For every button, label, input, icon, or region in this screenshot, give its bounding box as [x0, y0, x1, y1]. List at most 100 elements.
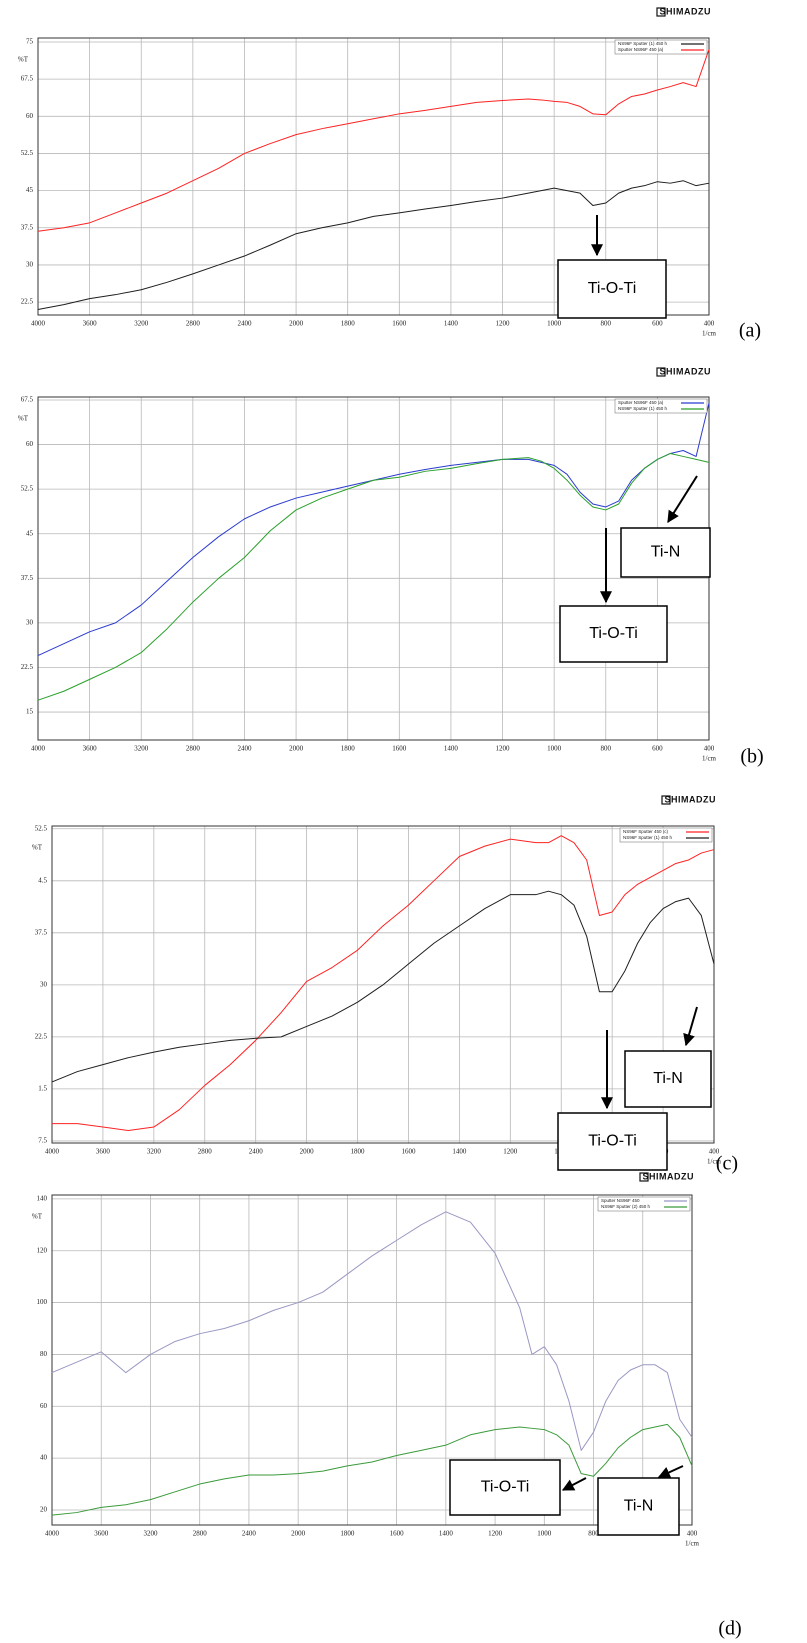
annotation-arrow [668, 476, 697, 522]
x-tick-label: 1800 [341, 320, 356, 328]
y-tick-label: 60 [26, 112, 34, 120]
legend-label: NS96F Sputter (1) 450 h [618, 406, 668, 411]
x-tick-label: 2400 [249, 1148, 264, 1156]
y-tick-label: 40 [40, 1454, 48, 1462]
x-tick-label: 400 [704, 745, 715, 753]
x-tick-label: 2000 [300, 1148, 315, 1156]
y-tick-label: 45 [26, 186, 34, 194]
x-tick-label: 3200 [134, 745, 149, 753]
x-axis-label: 1/cm [702, 330, 717, 338]
annotation-text: Ti-O-Ti [481, 1479, 530, 1496]
x-tick-label: 800 [601, 320, 612, 328]
spectrum-line [38, 453, 709, 700]
annotation-text: Ti-O-Ti [588, 1133, 637, 1150]
y-tick-label: 22.5 [35, 1032, 48, 1040]
legend-label: Sputter NS96F 450 [601, 1198, 640, 1203]
x-tick-label: 1000 [537, 1530, 552, 1538]
x-tick-label: 1200 [503, 1148, 518, 1156]
x-tick-label: 1400 [452, 1148, 467, 1156]
x-tick-label: 1400 [444, 320, 459, 328]
y-tick-label: 30 [26, 261, 34, 269]
x-tick-label: 3600 [94, 1530, 109, 1538]
figure: SHIMADZU 22.5 30 37.5 45 52.5 60 67.5 75 4000 3600… [0, 0, 807, 1643]
panel-label: (a) [739, 320, 761, 342]
x-tick-label: 1800 [341, 745, 356, 753]
x-tick-label: 3200 [143, 1530, 158, 1538]
annotation-text: Ti-N [624, 1498, 654, 1515]
x-tick-label: 1800 [340, 1530, 355, 1538]
x-tick-label: 3200 [147, 1148, 162, 1156]
brand: SHIMADZU [665, 794, 717, 804]
y-tick-label: 20 [40, 1506, 48, 1514]
legend-label: NS96F Sputter (2) 450 h [601, 1204, 651, 1209]
annotation-arrow [563, 1478, 586, 1490]
y-tick-label: 67.5 [21, 396, 34, 404]
x-tick-label: 3200 [134, 320, 149, 328]
legend-label: Sputter NS96F 450 (a) [618, 47, 664, 52]
annotation-text: Ti-O-Ti [589, 625, 638, 642]
x-tick-label: 2400 [237, 745, 252, 753]
y-tick-label: 1.5 [38, 1085, 47, 1093]
x-axis-label: 1/cm [685, 1540, 700, 1548]
x-tick-label: 3600 [96, 1148, 111, 1156]
y-tick-label: 30 [40, 980, 48, 988]
x-tick-label: 4000 [31, 320, 46, 328]
x-tick-label: 1400 [444, 745, 459, 753]
brand: SHIMADZU [643, 1171, 695, 1181]
x-tick-label: 1000 [547, 745, 562, 753]
legend-label: NS96F Sputter 450 (c) [623, 829, 669, 834]
y-tick-label: 60 [26, 440, 34, 448]
x-tick-label: 2800 [198, 1148, 213, 1156]
x-tick-label: 400 [687, 1530, 698, 1538]
x-tick-label: 400 [704, 320, 715, 328]
y-tick-label: 140 [37, 1194, 48, 1202]
y-axis-label: %T [32, 844, 43, 852]
spectrum-line [52, 836, 714, 1131]
x-tick-label: 1200 [488, 1530, 503, 1538]
x-tick-label: 2800 [193, 1530, 208, 1538]
y-tick-label: 67.5 [21, 75, 34, 83]
spectrum-line [38, 49, 709, 231]
x-tick-label: 1600 [392, 320, 407, 328]
y-tick-label: 52.5 [21, 485, 34, 493]
spectrum-line [52, 891, 714, 1082]
annotation-text: Ti-N [653, 1070, 683, 1087]
x-tick-label: 1400 [439, 1530, 454, 1538]
brand: SHIMADZU [660, 366, 712, 376]
x-tick-label: 2000 [291, 1530, 306, 1538]
x-tick-label: 3600 [83, 320, 98, 328]
x-tick-label: 1800 [351, 1148, 366, 1156]
plot-frame [38, 397, 709, 740]
x-tick-label: 2800 [186, 745, 201, 753]
y-tick-label: 37.5 [35, 928, 48, 936]
x-tick-label: 2000 [289, 745, 304, 753]
x-tick-label: 4000 [31, 745, 46, 753]
x-tick-label: 3600 [83, 745, 98, 753]
x-tick-label: 1600 [392, 745, 407, 753]
y-tick-label: 80 [40, 1350, 48, 1358]
x-tick-label: 1200 [496, 320, 511, 328]
y-tick-label: 22.5 [21, 298, 34, 306]
x-tick-label: 2000 [289, 320, 304, 328]
panel-label: (d) [718, 1618, 741, 1640]
x-tick-label: 2400 [242, 1530, 257, 1538]
y-tick-label: 120 [37, 1246, 48, 1254]
legend-label: NS96F Sputter (1) 450 h [623, 835, 673, 840]
annotation-text: Ti-N [651, 544, 681, 561]
y-tick-label: 30 [26, 619, 34, 627]
y-tick-label: 37.5 [21, 574, 34, 582]
spectrum-line [52, 1212, 692, 1450]
y-tick-label: 75 [26, 38, 34, 46]
y-axis-label: %T [18, 415, 29, 423]
x-tick-label: 600 [652, 745, 663, 753]
x-tick-label: 1000 [547, 320, 562, 328]
panel-label: (c) [716, 1153, 738, 1175]
y-axis-label: %T [18, 56, 29, 64]
spectrum-line [52, 1424, 692, 1515]
y-tick-label: 100 [37, 1298, 48, 1306]
y-tick-label: 60 [40, 1402, 48, 1410]
x-tick-label: 1200 [496, 745, 511, 753]
x-tick-label: 2400 [237, 320, 252, 328]
y-tick-label: 52.5 [21, 149, 34, 157]
annotation-arrow [686, 1007, 697, 1045]
